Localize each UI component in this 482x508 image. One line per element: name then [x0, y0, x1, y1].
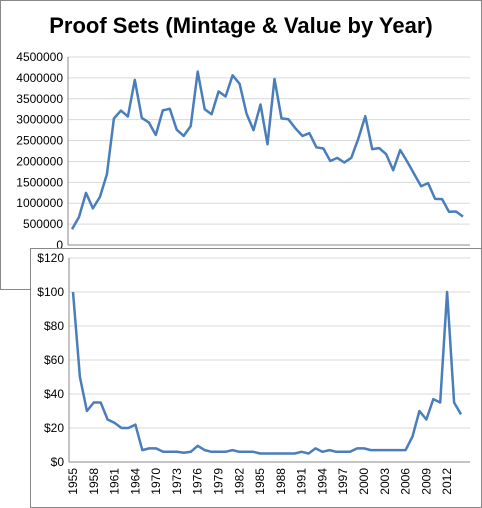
data-line: [71, 290, 463, 455]
y-tick-label: 3000000: [16, 113, 63, 127]
x-tick-label: 1976: [191, 468, 205, 495]
y-tick-label: $120: [37, 251, 64, 265]
x-tick-label: 1982: [232, 468, 246, 495]
x-tick-label: 1973: [170, 468, 184, 495]
data-line: [70, 70, 464, 230]
y-tick-label: $80: [44, 319, 64, 333]
chart-title: Proof Sets (Mintage & Value by Year): [49, 13, 433, 38]
y-tick-label: 4500000: [16, 50, 63, 64]
x-tick-label: 1985: [253, 468, 267, 495]
y-tick-label: 2000000: [16, 154, 63, 168]
x-tick-label: 1958: [87, 468, 101, 495]
y-tick-label: $60: [44, 353, 64, 367]
y-tick-label: $20: [44, 421, 64, 435]
x-tick-label: 1961: [108, 468, 122, 495]
y-tick-label: 2500000: [16, 134, 63, 148]
x-tick-label: 2000: [357, 468, 371, 495]
y-tick-label: 1000000: [16, 196, 63, 210]
x-tick-label: 2009: [419, 468, 433, 495]
x-tick-label: 2006: [399, 468, 413, 495]
y-tick-label: 500000: [23, 217, 63, 231]
y-tick-label: $40: [44, 387, 64, 401]
x-tick-label: 1964: [128, 468, 142, 495]
y-tick-label: 4000000: [16, 71, 63, 85]
x-tick-label: 2012: [440, 468, 454, 495]
x-tick-label: 1955: [66, 468, 80, 495]
x-tick-label: 1994: [315, 468, 329, 495]
chart-border: [0, 0, 482, 290]
x-tick-label: 2003: [378, 468, 392, 495]
y-tick-label: $100: [37, 285, 64, 299]
y-tick-label: 0: [56, 238, 63, 252]
mintage-chart: Proof Sets (Mintage & Value by Year) 0 50…: [0, 0, 482, 290]
x-tick-label: 1988: [274, 468, 288, 495]
x-tick-label: 1979: [212, 468, 226, 495]
y-tick-label: $0: [51, 455, 65, 469]
value-chart: $0 $20 $40 $60 $80 $100 $120 1955 1958 1961 1964 19…: [30, 248, 482, 508]
x-tick-label: 1997: [336, 468, 350, 495]
y-tick-label: 1500000: [16, 175, 63, 189]
x-tick-label: 1991: [295, 468, 309, 495]
x-tick-label: 1970: [149, 468, 163, 495]
y-tick-label: 3500000: [16, 92, 63, 106]
